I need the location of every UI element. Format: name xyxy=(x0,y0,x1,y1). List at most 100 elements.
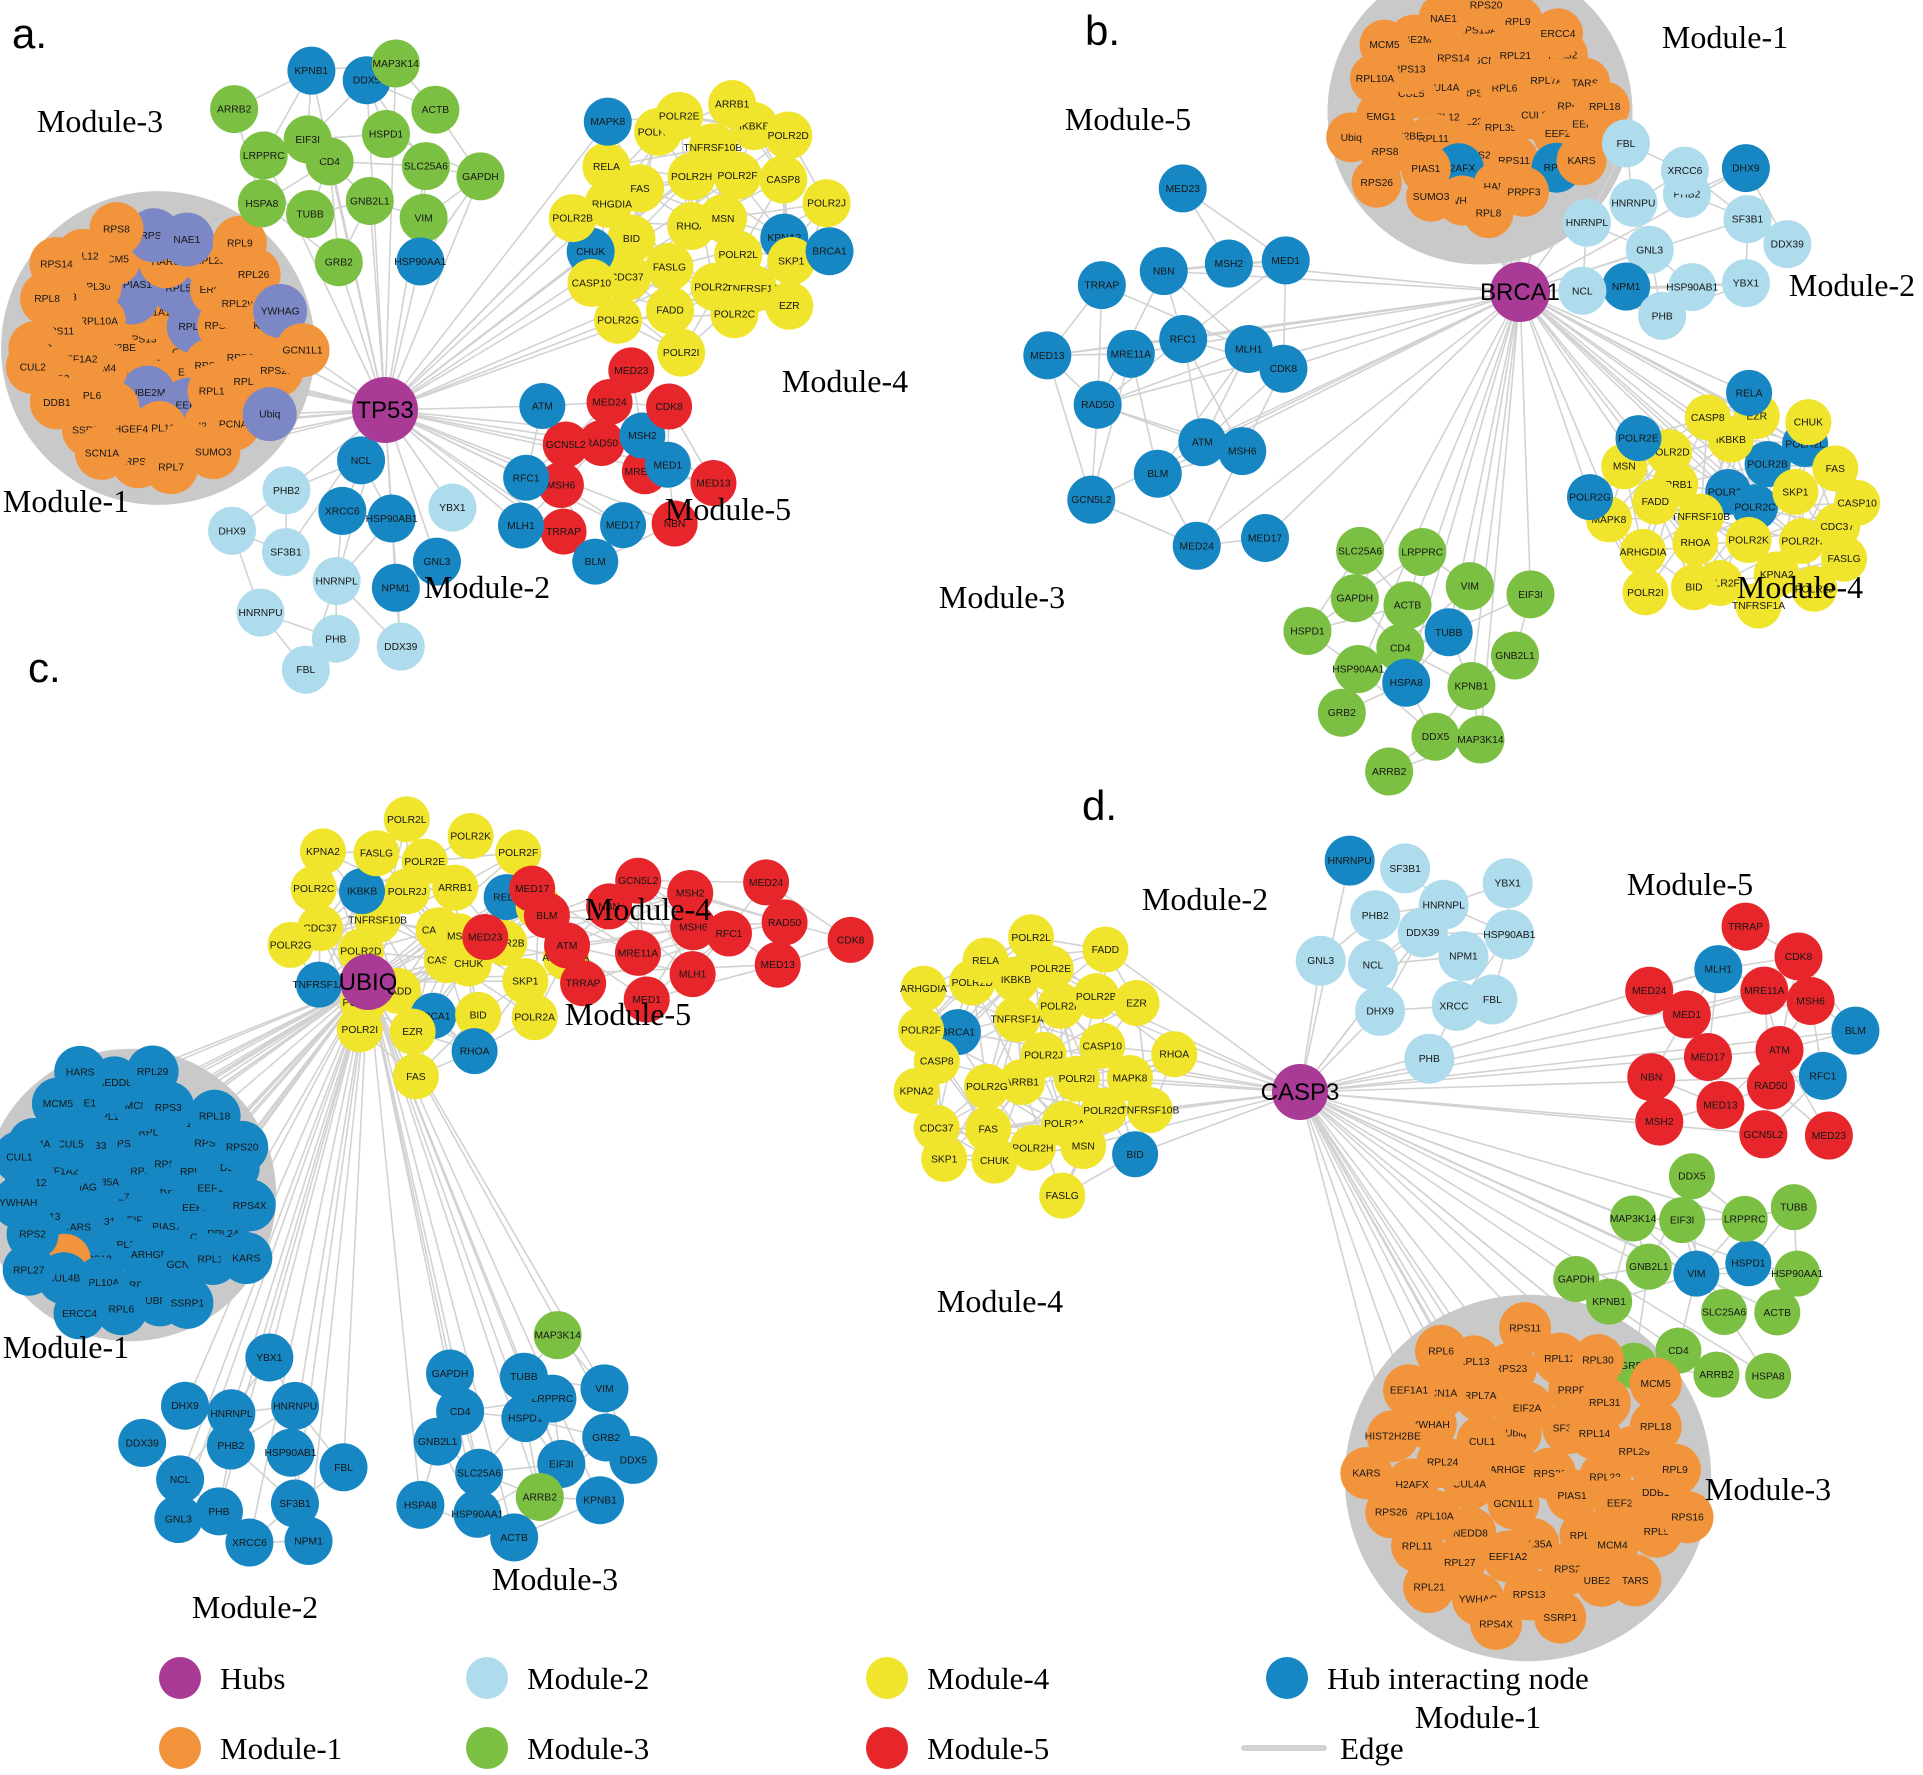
network-node[interactable] xyxy=(1578,1376,1631,1429)
network-node[interactable] xyxy=(239,131,288,180)
network-node[interactable] xyxy=(1534,1591,1587,1644)
network-node[interactable] xyxy=(283,115,332,164)
network-node[interactable] xyxy=(690,460,737,507)
network-node[interactable] xyxy=(1340,1447,1393,1500)
network-node[interactable] xyxy=(764,111,813,160)
hub-node-CASP3[interactable] xyxy=(1272,1064,1328,1120)
network-node[interactable] xyxy=(0,1131,46,1183)
network-node[interactable] xyxy=(1418,879,1469,930)
network-node[interactable] xyxy=(1073,973,1120,1020)
network-node[interactable] xyxy=(412,537,461,586)
network-node[interactable] xyxy=(236,588,285,637)
network-node[interactable] xyxy=(1683,1032,1732,1081)
network-node[interactable] xyxy=(502,958,549,1005)
network-node[interactable] xyxy=(1684,394,1731,441)
network-node[interactable] xyxy=(425,1349,474,1398)
network-node[interactable] xyxy=(270,1479,319,1528)
network-node[interactable] xyxy=(1080,1087,1127,1134)
network-node[interactable] xyxy=(1336,526,1385,575)
network-node[interactable] xyxy=(1456,1415,1509,1468)
hub-node-BRCA1[interactable] xyxy=(1490,262,1550,322)
network-node[interactable] xyxy=(1791,565,1838,612)
network-node[interactable] xyxy=(533,1311,582,1360)
network-node[interactable] xyxy=(1039,1172,1086,1219)
network-node[interactable] xyxy=(160,1381,209,1430)
network-node[interactable] xyxy=(1638,291,1687,340)
network-node[interactable] xyxy=(1586,1278,1633,1325)
network-node[interactable] xyxy=(499,1352,548,1401)
network-node[interactable] xyxy=(208,506,257,555)
network-node[interactable] xyxy=(1406,171,1457,222)
network-node[interactable] xyxy=(413,1417,462,1466)
network-node[interactable] xyxy=(1659,1197,1706,1244)
network-node[interactable] xyxy=(0,1176,45,1229)
network-node[interactable] xyxy=(1484,909,1535,960)
network-node[interactable] xyxy=(1418,0,1469,44)
network-node[interactable] xyxy=(1672,519,1719,566)
network-node[interactable] xyxy=(898,1006,945,1053)
network-node[interactable] xyxy=(54,1045,107,1098)
network-node[interactable] xyxy=(456,152,505,201)
network-node[interactable] xyxy=(495,829,542,876)
network-node[interactable] xyxy=(542,421,589,468)
network-node[interactable] xyxy=(1723,195,1772,244)
network-node[interactable] xyxy=(1259,344,1308,393)
network-node[interactable] xyxy=(490,1513,539,1562)
network-node[interactable] xyxy=(609,1435,658,1484)
network-node[interactable] xyxy=(805,227,854,276)
network-node[interactable] xyxy=(827,916,874,963)
network-node[interactable] xyxy=(1745,1352,1792,1399)
network-node[interactable] xyxy=(567,258,616,307)
network-node[interactable] xyxy=(578,420,625,467)
network-node[interactable] xyxy=(1172,521,1221,570)
network-node[interactable] xyxy=(1470,1597,1523,1650)
network-node[interactable] xyxy=(396,237,445,286)
network-node[interactable] xyxy=(290,865,337,912)
network-node[interactable] xyxy=(583,97,632,146)
network-node[interactable] xyxy=(336,1006,383,1053)
network-node[interactable] xyxy=(1648,1443,1701,1496)
network-node[interactable] xyxy=(1295,935,1346,986)
network-node[interactable] xyxy=(1629,1400,1682,1453)
network-node[interactable] xyxy=(921,1135,968,1182)
network-node[interactable] xyxy=(708,80,757,129)
network-node[interactable] xyxy=(548,194,597,243)
network-node[interactable] xyxy=(1694,945,1743,994)
network-node[interactable] xyxy=(339,868,386,915)
network-node[interactable] xyxy=(657,328,706,377)
network-node[interactable] xyxy=(1821,535,1868,582)
network-node[interactable] xyxy=(262,466,311,515)
network-node[interactable] xyxy=(1696,1081,1745,1130)
network-node[interactable] xyxy=(651,500,698,547)
network-node[interactable] xyxy=(743,859,790,906)
network-node[interactable] xyxy=(759,155,808,204)
network-node[interactable] xyxy=(705,910,752,957)
network-node[interactable] xyxy=(1008,914,1055,961)
network-node[interactable] xyxy=(376,622,425,671)
network-node[interactable] xyxy=(765,281,814,330)
network-node[interactable] xyxy=(560,960,607,1007)
network-node[interactable] xyxy=(971,1137,1018,1184)
network-node[interactable] xyxy=(389,1008,436,1055)
network-node[interactable] xyxy=(1241,513,1290,562)
network-node[interactable] xyxy=(646,383,693,430)
network-node[interactable] xyxy=(89,202,144,257)
network-node[interactable] xyxy=(159,212,214,267)
network-node[interactable] xyxy=(1261,236,1310,285)
network-node[interactable] xyxy=(1567,474,1614,521)
network-node[interactable] xyxy=(144,440,199,495)
network-node[interactable] xyxy=(299,828,346,875)
network-node[interactable] xyxy=(1383,581,1432,630)
network-node[interactable] xyxy=(1482,1530,1535,1583)
network-node[interactable] xyxy=(644,441,691,488)
network-node[interactable] xyxy=(371,39,420,88)
network-node[interactable] xyxy=(1615,415,1662,462)
network-node[interactable] xyxy=(1113,979,1160,1026)
network-node[interactable] xyxy=(1533,1332,1586,1385)
network-node[interactable] xyxy=(1721,259,1770,308)
network-node[interactable] xyxy=(1763,220,1812,269)
network-node[interactable] xyxy=(1151,1031,1198,1078)
network-node[interactable] xyxy=(1218,427,1267,476)
network-node[interactable] xyxy=(451,1028,498,1075)
network-node[interactable] xyxy=(1632,478,1679,525)
